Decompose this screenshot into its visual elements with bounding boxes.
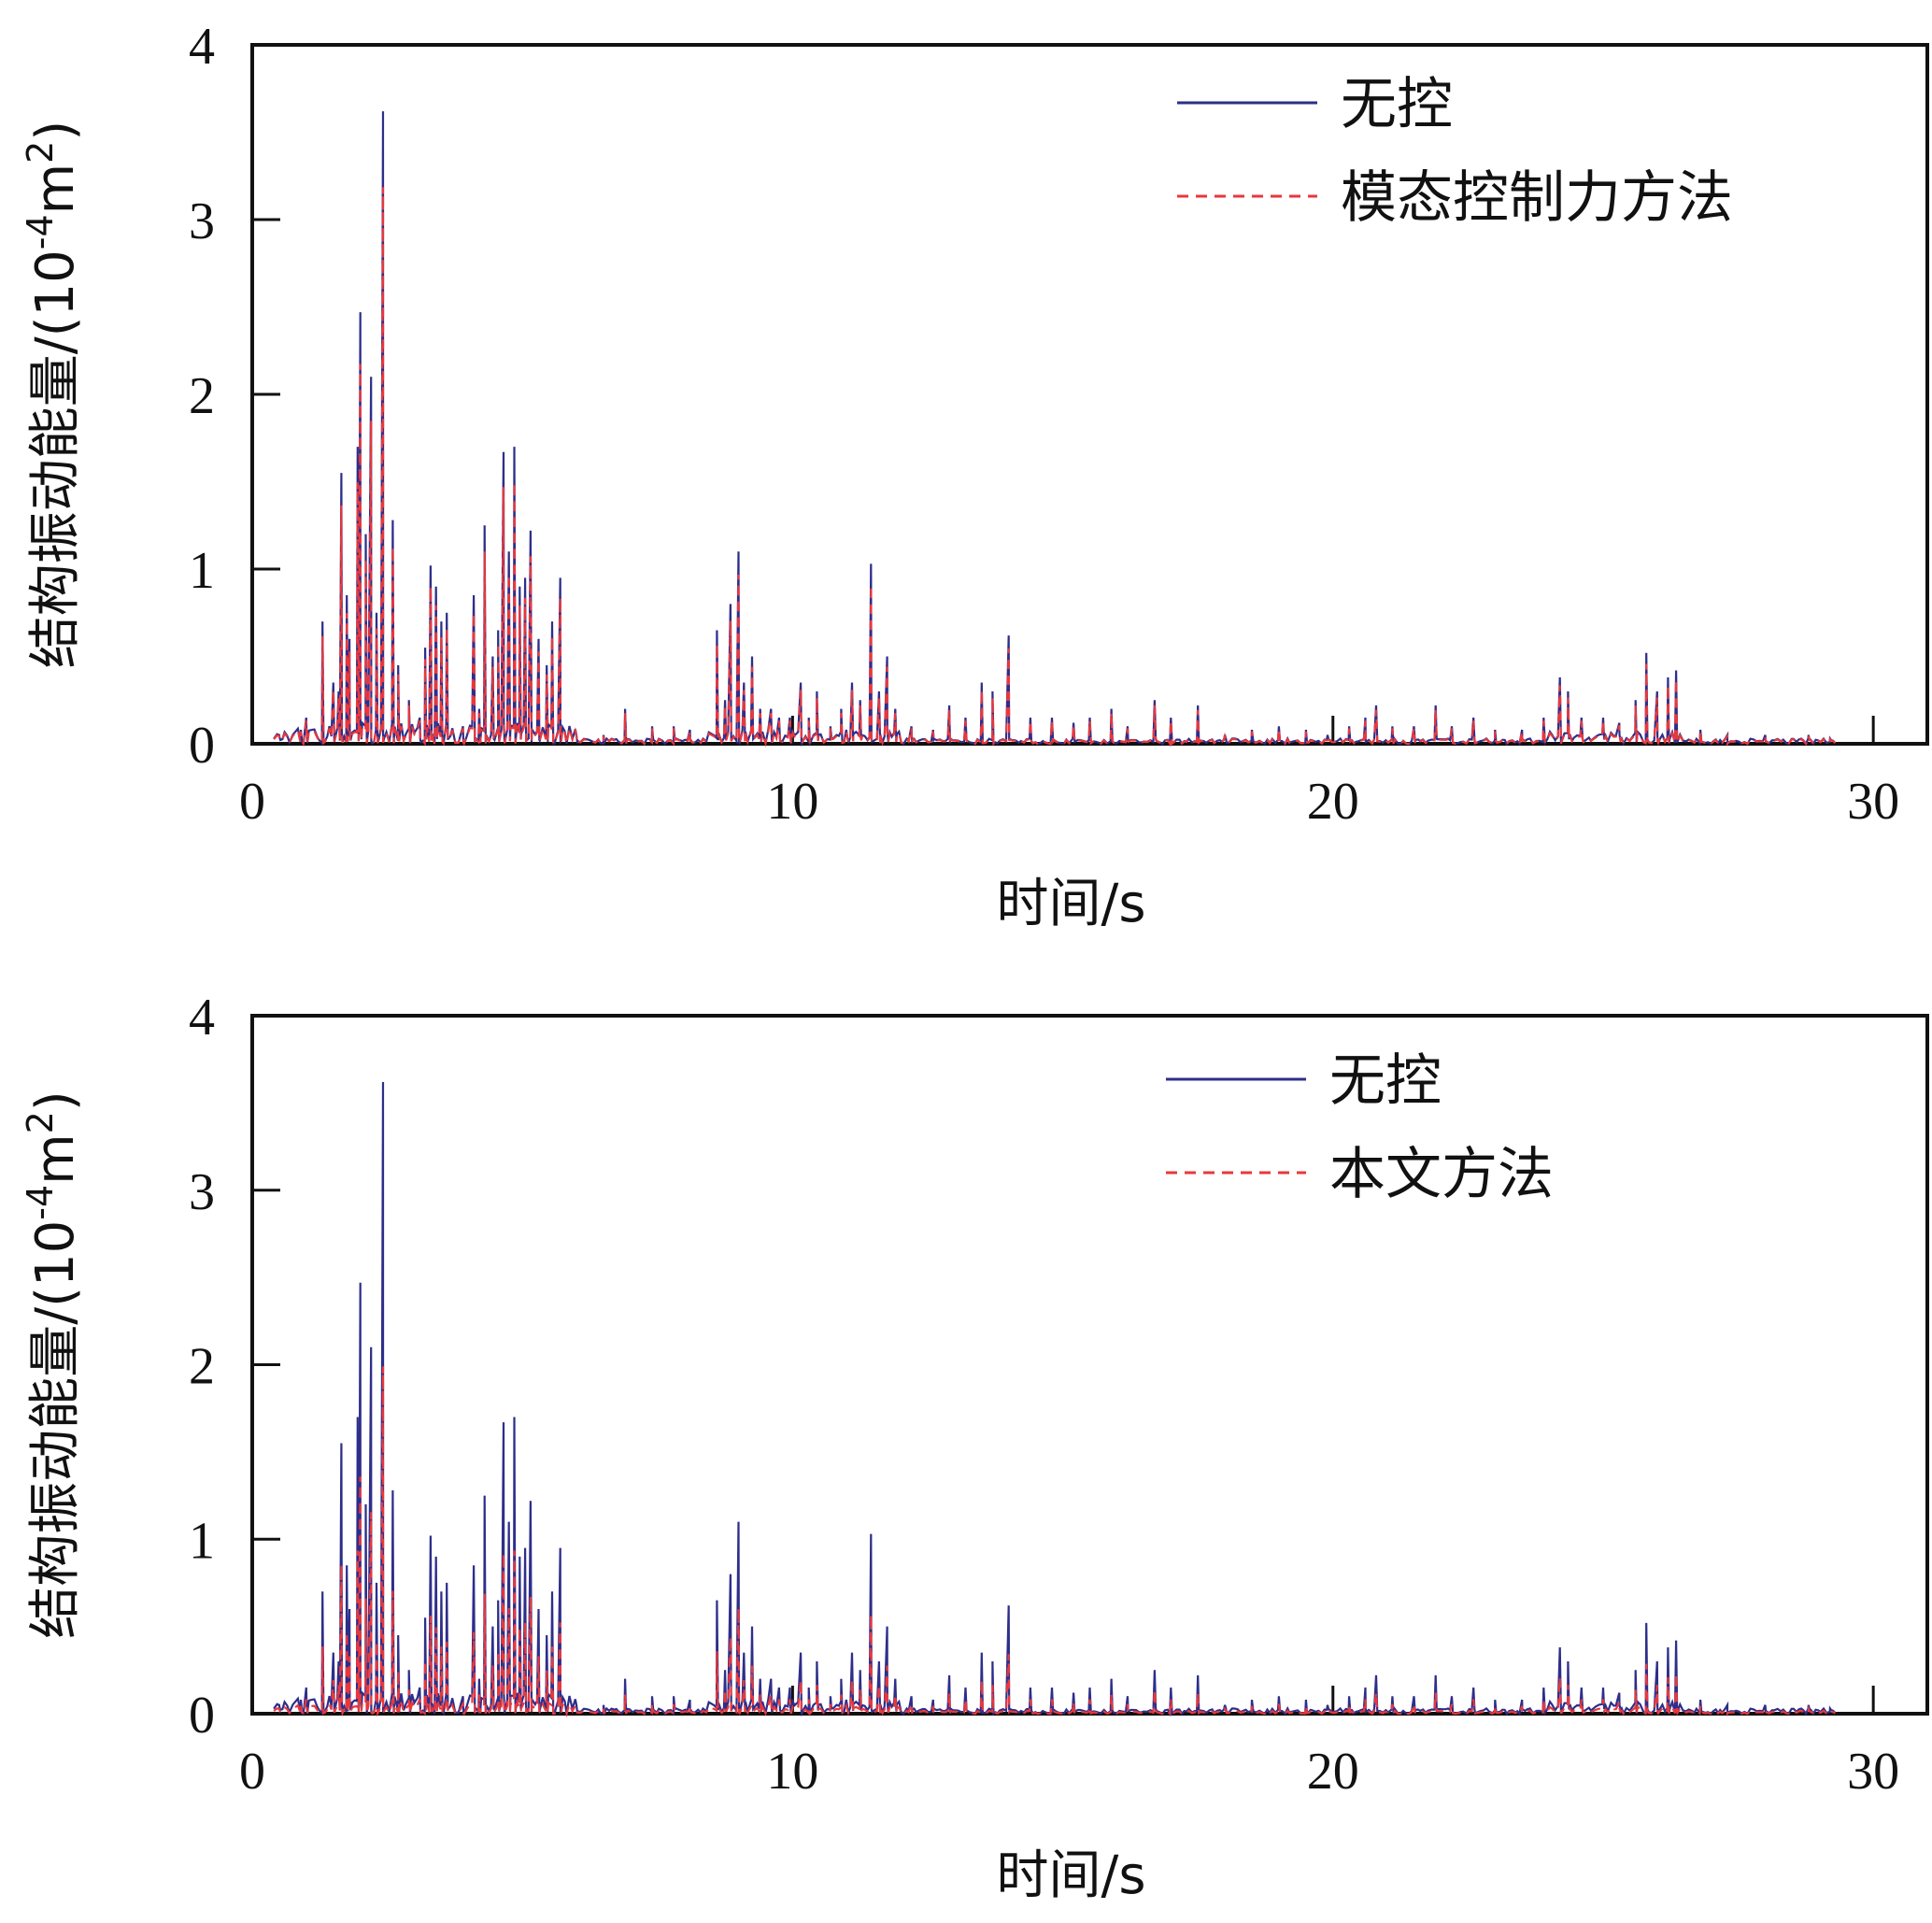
- series-line-controlled: [273, 187, 1837, 748]
- x-tick-label: 30: [1847, 773, 1899, 831]
- series-line-controlled: [273, 1366, 1836, 1718]
- y-tick-label: 3: [189, 1163, 215, 1221]
- y-tick-label: 4: [189, 989, 215, 1047]
- x-tick-label: 20: [1307, 773, 1359, 831]
- y-tick-label: 0: [189, 717, 215, 775]
- legend-label: 无控: [1341, 72, 1453, 137]
- y-tick-label: 3: [189, 192, 215, 250]
- x-tick-label: 10: [766, 1743, 818, 1801]
- legend-label: 模态控制力方法: [1341, 165, 1733, 231]
- x-tick-label: 0: [239, 773, 265, 831]
- x-tick-label: 10: [766, 773, 818, 831]
- x-axis-label: 时间/s: [996, 874, 1145, 934]
- y-axis-label: 结构振动能量/(10-4m2): [20, 121, 86, 668]
- y-tick-label: 0: [189, 1687, 215, 1745]
- x-tick-label: 20: [1307, 1743, 1359, 1801]
- legend-label: 无控: [1329, 1048, 1442, 1114]
- y-tick-label: 2: [189, 1338, 215, 1396]
- legend-label: 本文方法: [1329, 1142, 1554, 1207]
- x-tick-label: 0: [239, 1743, 265, 1801]
- y-tick-label: 1: [189, 1512, 215, 1570]
- x-tick-label: 30: [1847, 1743, 1899, 1801]
- y-tick-label: 4: [189, 18, 215, 76]
- y-axis-label: 结构振动能量/(10-4m2): [20, 1090, 86, 1638]
- y-tick-label: 1: [189, 542, 215, 600]
- x-axis-label: 时间/s: [996, 1845, 1145, 1906]
- y-tick-label: 2: [189, 367, 215, 425]
